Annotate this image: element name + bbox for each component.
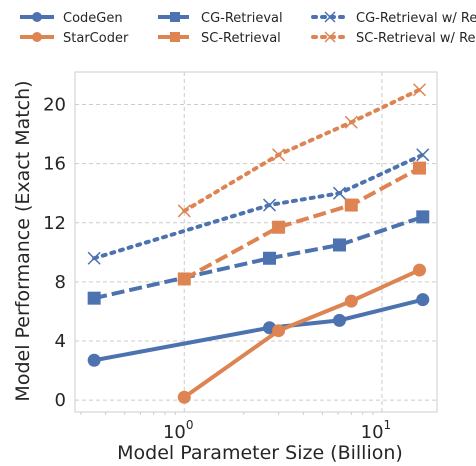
legend-marker [32, 32, 42, 42]
legend-item: SC-Retrieval w/ Re [311, 31, 476, 46]
y-tick-label: 12 [43, 213, 66, 234]
legend-item: SC-Retrieval [158, 31, 281, 46]
legend-item: StarCoder [20, 31, 129, 46]
legend: CodeGen StarCoder CG-Retrieval SC-Retrieval… [20, 11, 476, 46]
data-point [344, 294, 358, 308]
data-point [87, 353, 101, 367]
x-tick-label: 100 [163, 418, 194, 443]
legend-label: CodeGen [63, 11, 123, 26]
data-point [344, 198, 358, 212]
series-0 [87, 293, 430, 367]
y-tick-label: 16 [43, 154, 66, 175]
legend-label: CG-Retrieval [201, 11, 283, 26]
data-point [416, 148, 430, 162]
y-tick-label: 4 [55, 331, 66, 352]
data-point [413, 263, 427, 277]
series-line [182, 87, 422, 213]
data-point [332, 313, 346, 327]
series-layer [87, 83, 430, 404]
legend-marker [324, 31, 336, 43]
grid [75, 72, 437, 412]
series-4 [87, 148, 430, 265]
series-5 [177, 83, 427, 218]
legend-label: SC-Retrieval [201, 31, 281, 46]
data-point [412, 83, 427, 97]
data-point [416, 293, 430, 307]
y-axis-ticks: 0 4 8 12 16 20 [43, 95, 66, 412]
data-point [262, 198, 277, 212]
legend-item: CodeGen [20, 11, 123, 26]
series-line [93, 297, 424, 363]
x-axis-ticks: 100 101 [80, 412, 392, 443]
series-3 [177, 161, 427, 286]
x-tick-label: 101 [361, 418, 392, 443]
data-point [87, 291, 101, 305]
legend-marker [324, 11, 336, 23]
y-tick-label: 8 [55, 272, 66, 293]
data-point [177, 204, 191, 218]
legend-marker [32, 12, 42, 22]
legend-label: StarCoder [63, 31, 129, 46]
y-axis-label: Model Performance (Exact Match) [12, 80, 34, 401]
legend-marker [170, 12, 180, 22]
plot-area [74, 71, 438, 413]
legend-item: CG-Retrieval [158, 11, 283, 26]
y-tick-label: 20 [43, 95, 66, 116]
data-point [177, 390, 191, 404]
data-point [416, 210, 430, 224]
legend-label: SC-Retrieval w/ Re [356, 31, 476, 46]
x-axis-label: Model Parameter Size (Billion) [117, 442, 403, 464]
series-line [93, 214, 424, 301]
data-point [272, 148, 286, 162]
series-line [92, 152, 425, 261]
data-point [344, 115, 358, 129]
legend-item: CG-Retrieval w/ Re [311, 11, 476, 26]
legend-marker [170, 32, 180, 42]
data-point [177, 272, 191, 286]
series-2 [87, 210, 430, 305]
series-1 [177, 263, 427, 404]
data-point [332, 186, 347, 200]
y-tick-label: 0 [55, 390, 66, 411]
series-line [183, 166, 421, 281]
data-point [272, 220, 286, 234]
legend-label: CG-Retrieval w/ Re [356, 11, 476, 26]
data-point [263, 251, 277, 265]
data-point [272, 324, 286, 338]
data-point [87, 251, 101, 265]
series-line [183, 268, 421, 399]
data-point [332, 238, 346, 252]
data-point [413, 161, 427, 175]
